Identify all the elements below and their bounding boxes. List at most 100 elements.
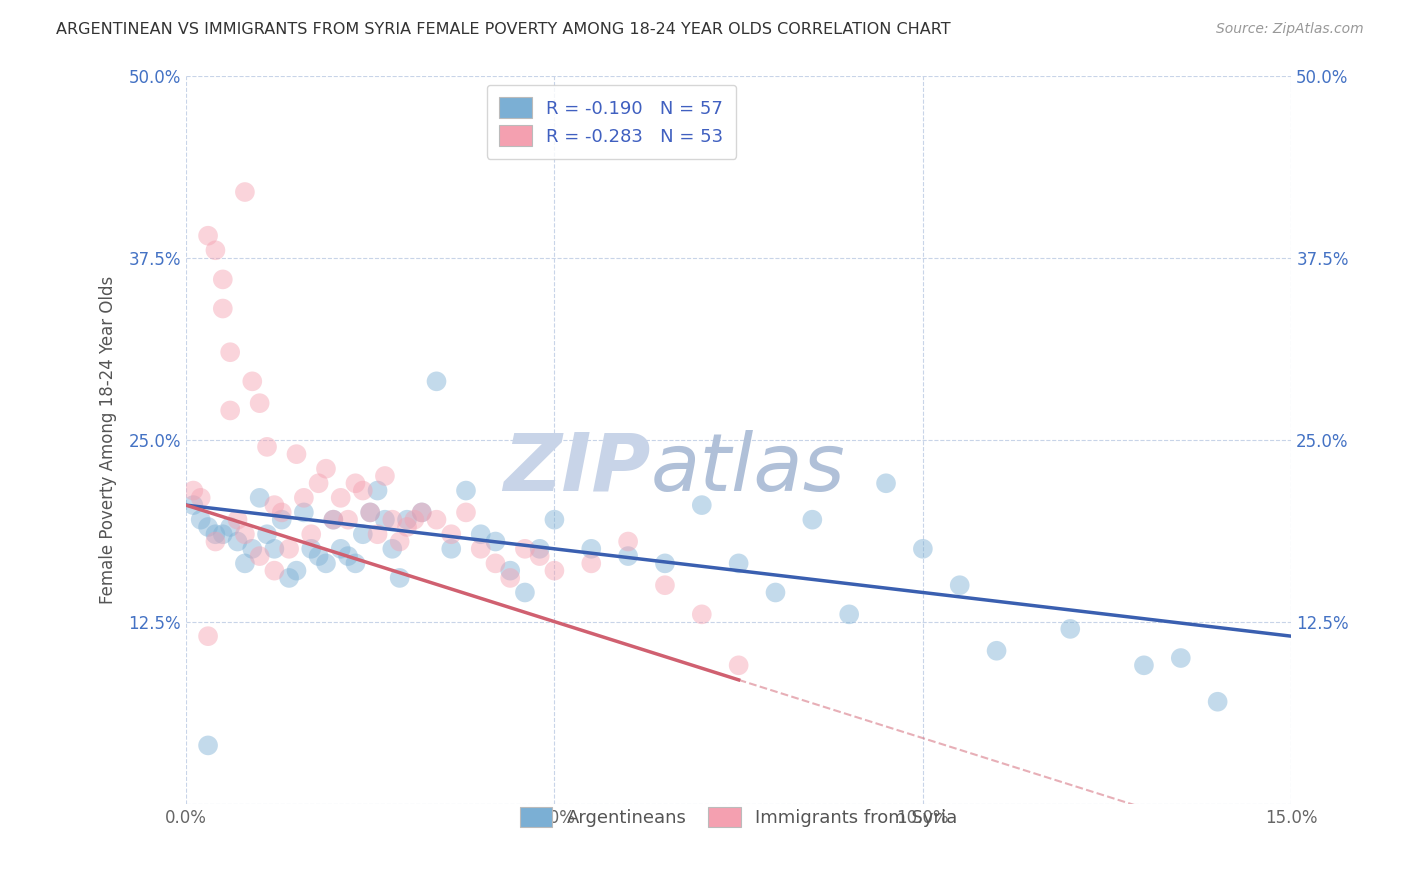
- Point: [395, 513, 418, 527]
- Point: [204, 244, 226, 258]
- Point: [1206, 695, 1229, 709]
- Point: [315, 461, 337, 475]
- Y-axis label: Female Poverty Among 18-24 Year Olds: Female Poverty Among 18-24 Year Olds: [100, 276, 117, 604]
- Point: [219, 520, 242, 534]
- Point: [949, 578, 972, 592]
- Point: [263, 541, 285, 556]
- Point: [233, 527, 256, 541]
- Point: [388, 534, 411, 549]
- Point: [1133, 658, 1156, 673]
- Point: [875, 476, 897, 491]
- Point: [270, 513, 292, 527]
- Point: [249, 396, 271, 410]
- Point: [381, 541, 404, 556]
- Point: [367, 483, 389, 498]
- Point: [197, 739, 219, 753]
- Point: [226, 534, 249, 549]
- Point: [183, 483, 205, 498]
- Legend: Argentineans, Immigrants from Syria: Argentineans, Immigrants from Syria: [513, 799, 965, 835]
- Point: [211, 301, 233, 316]
- Point: [299, 527, 322, 541]
- Point: [513, 585, 536, 599]
- Point: [308, 476, 330, 491]
- Point: [454, 505, 477, 519]
- Point: [190, 513, 212, 527]
- Point: [388, 571, 411, 585]
- Point: [292, 491, 315, 505]
- Point: [299, 541, 322, 556]
- Text: ZIP: ZIP: [503, 430, 650, 508]
- Point: [404, 513, 426, 527]
- Point: [911, 541, 934, 556]
- Point: [240, 375, 263, 389]
- Point: [278, 541, 301, 556]
- Point: [581, 541, 603, 556]
- Point: [484, 557, 506, 571]
- Point: [329, 491, 352, 505]
- Point: [233, 185, 256, 199]
- Point: [256, 527, 278, 541]
- Point: [529, 549, 551, 563]
- Point: [765, 585, 787, 599]
- Point: [322, 513, 344, 527]
- Point: [344, 557, 367, 571]
- Point: [425, 513, 447, 527]
- Point: [233, 557, 256, 571]
- Point: [359, 505, 381, 519]
- Point: [440, 541, 463, 556]
- Text: atlas: atlas: [650, 430, 845, 508]
- Point: [256, 440, 278, 454]
- Point: [270, 505, 292, 519]
- Point: [359, 505, 381, 519]
- Point: [263, 564, 285, 578]
- Point: [513, 541, 536, 556]
- Point: [219, 403, 242, 417]
- Point: [690, 498, 713, 512]
- Point: [1059, 622, 1081, 636]
- Point: [204, 534, 226, 549]
- Point: [315, 557, 337, 571]
- Point: [197, 228, 219, 243]
- Point: [226, 513, 249, 527]
- Point: [617, 549, 640, 563]
- Point: [543, 513, 565, 527]
- Point: [440, 527, 463, 541]
- Point: [374, 469, 396, 483]
- Point: [581, 557, 603, 571]
- Point: [727, 557, 749, 571]
- Point: [292, 505, 315, 519]
- Point: [352, 483, 374, 498]
- Point: [838, 607, 860, 622]
- Point: [190, 491, 212, 505]
- Point: [499, 571, 522, 585]
- Point: [801, 513, 824, 527]
- Point: [219, 345, 242, 359]
- Point: [425, 375, 447, 389]
- Point: [986, 644, 1008, 658]
- Point: [411, 505, 433, 519]
- Point: [183, 498, 205, 512]
- Point: [484, 534, 506, 549]
- Point: [204, 527, 226, 541]
- Point: [344, 476, 367, 491]
- Point: [329, 541, 352, 556]
- Point: [211, 527, 233, 541]
- Point: [263, 498, 285, 512]
- Point: [499, 564, 522, 578]
- Point: [690, 607, 713, 622]
- Point: [308, 549, 330, 563]
- Point: [352, 527, 374, 541]
- Point: [654, 557, 676, 571]
- Point: [322, 513, 344, 527]
- Point: [395, 520, 418, 534]
- Text: Source: ZipAtlas.com: Source: ZipAtlas.com: [1216, 22, 1364, 37]
- Point: [367, 527, 389, 541]
- Point: [470, 541, 492, 556]
- Point: [654, 578, 676, 592]
- Point: [249, 549, 271, 563]
- Point: [727, 658, 749, 673]
- Point: [617, 534, 640, 549]
- Point: [337, 513, 360, 527]
- Point: [285, 447, 308, 461]
- Point: [278, 571, 301, 585]
